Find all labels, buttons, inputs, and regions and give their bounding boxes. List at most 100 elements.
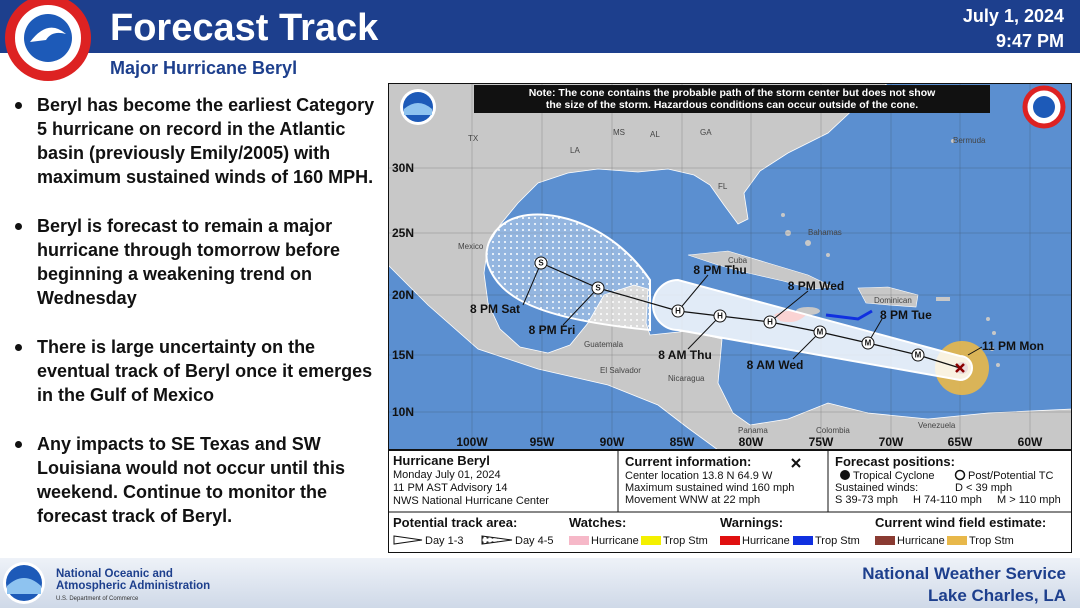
legend-text: Hurricane: [591, 535, 639, 547]
subtitle-bar: [0, 53, 1080, 83]
place-label: Panama: [738, 426, 768, 435]
legend-text: Current information:: [625, 454, 751, 469]
bullet: Any impacts to SE Texas and SW Louisiana…: [12, 432, 384, 528]
legend-text: Monday July 01, 2024: [393, 469, 501, 481]
legend-text: D < 39 mph: [955, 482, 1012, 494]
place-label: El Salvador: [600, 366, 641, 375]
legend-text: Tropical Cyclone: [853, 470, 935, 482]
lon-label: 85W: [670, 435, 695, 449]
bullet: There is large uncertainty on the eventu…: [12, 335, 384, 407]
place-label: Mexico: [458, 242, 484, 251]
track-label: 8 PM Fri: [529, 323, 576, 337]
forecast-points: M M M H H H S S: [534, 256, 925, 362]
marker-letter: H: [675, 307, 681, 316]
place-labels: TX LA MS AL GA FL Bermuda Bahamas Cuba M…: [458, 128, 986, 435]
track-label: 8 AM Thu: [658, 348, 712, 362]
legend-text: Post/Potential TC: [968, 470, 1053, 482]
subtitle: Major Hurricane Beryl: [110, 58, 297, 78]
ts-wind-swatch: [947, 536, 967, 545]
legend-text: Movement WNW at 22 mph: [625, 494, 760, 506]
lon-label: 60W: [1018, 435, 1043, 449]
note: the size of the storm. Hazardous conditi…: [546, 99, 918, 111]
track-label: 8 PM Wed: [788, 279, 844, 293]
marker-letter: M: [915, 351, 922, 360]
title: Forecast Track: [110, 7, 379, 49]
footer-text: National Weather Service: [862, 564, 1066, 583]
hispaniola: [857, 286, 919, 308]
place-label: Cuba: [728, 256, 748, 265]
noaa-logo: [3, 562, 45, 604]
place-label: MS: [613, 128, 625, 137]
footer-text: Lake Charles, LA: [928, 586, 1066, 605]
legend-text: Forecast positions:: [835, 454, 955, 469]
legend-text: Center location 13.8 N 64.9 W: [625, 470, 773, 482]
tc-icon: [840, 470, 850, 480]
legend-text: M > 110 mph: [997, 494, 1061, 506]
cuba: [687, 250, 835, 290]
ts-warning: [825, 309, 873, 321]
place-label: Dominican: [874, 296, 912, 305]
ts-warning-swatch: [793, 536, 813, 545]
track-label: 8 AM Wed: [747, 358, 804, 372]
date: July 1, 2024: [963, 6, 1064, 26]
cone-day-4-5: [485, 213, 651, 332]
day13-icon: [393, 535, 423, 545]
track-label: 11 PM Mon: [982, 339, 1044, 353]
forecast-map: M M M H H H S S 11 PM Mon 8 PM Tue 8 AM …: [387, 82, 1073, 451]
current-icon: [791, 458, 801, 468]
marker-letter: S: [538, 259, 544, 268]
footer-text: Atmospheric Administration: [56, 580, 210, 592]
track-label: 8 PM Thu: [693, 263, 746, 277]
legend-text: Day 1-3: [425, 535, 464, 547]
legend-text: Watches:: [569, 515, 626, 530]
lat-label: 20N: [392, 288, 414, 302]
lon-label: 80W: [739, 435, 764, 449]
lon-label: 70W: [879, 435, 904, 449]
place-label: AL: [650, 130, 660, 139]
day45-icon: [481, 535, 513, 545]
puerto-rico: [936, 297, 950, 301]
current-position: [955, 363, 965, 373]
footer-text: National Oceanic and: [56, 568, 173, 580]
lon-label: 75W: [809, 435, 834, 449]
lat-label: 30N: [392, 161, 414, 175]
marker-letter: H: [767, 318, 773, 327]
place-label: GA: [700, 128, 712, 137]
track-label: 8 PM Tue: [880, 308, 932, 322]
header-bar: [0, 0, 1080, 53]
legend-text: Current wind field estimate:: [875, 515, 1046, 530]
marker-letter: H: [717, 312, 723, 321]
legend-text: Hurricane: [897, 535, 945, 547]
lon-label: 100W: [456, 435, 488, 449]
hurricane-warning-swatch: [720, 536, 740, 545]
footer-text: U.S. Department of Commerce: [56, 596, 139, 602]
place-label: FL: [718, 182, 728, 191]
track-labels: 11 PM Mon 8 PM Tue 8 AM Wed 8 PM Wed 8 A…: [470, 263, 1044, 372]
time: 9:47 PM: [996, 31, 1064, 51]
nws-logo: [5, 0, 91, 81]
place-label: Bermuda: [953, 136, 986, 145]
note: Note: The cone contains the probable pat…: [529, 87, 936, 99]
legend-text: Trop Stm: [663, 535, 708, 547]
legend-text: Warnings:: [720, 515, 783, 530]
marker-letter: S: [595, 284, 601, 293]
note-box: [474, 85, 990, 113]
track-label: 8 PM Sat: [470, 302, 520, 316]
nws-logo-map: [1022, 85, 1066, 129]
bullet: Beryl is forecast to remain a major hurr…: [12, 214, 384, 310]
place-label: Venezuela: [918, 421, 956, 430]
legend-text: NWS National Hurricane Center: [393, 495, 549, 507]
hurricane-wind-swatch: [875, 536, 895, 545]
bullet-list: Beryl has become the earliest Category 5…: [12, 93, 384, 553]
place-label: Guatemala: [584, 340, 624, 349]
ptc-icon: [954, 469, 966, 481]
legend-text: 11 PM AST Advisory 14: [393, 482, 508, 494]
legend-text: Sustained winds:: [835, 482, 918, 494]
marker-letter: M: [865, 339, 872, 348]
legend-text: H 74-110 mph: [913, 494, 982, 506]
place-label: LA: [570, 146, 580, 155]
lon-labels: 100W 95W 90W 85W 80W 75W 70W 65W 60W: [456, 435, 1043, 449]
lat-label: 10N: [392, 405, 414, 419]
legend-text: Trop Stm: [815, 535, 860, 547]
place-label: Bahamas: [808, 228, 842, 237]
